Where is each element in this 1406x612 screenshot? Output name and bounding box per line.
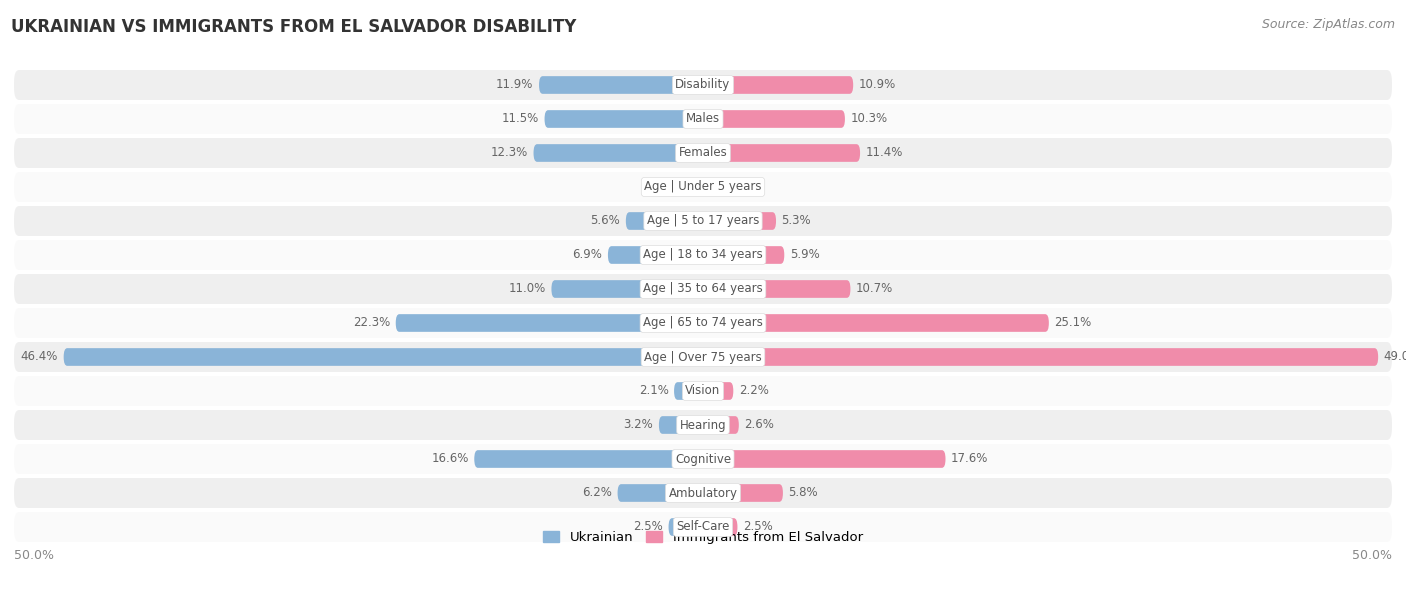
FancyBboxPatch shape [685, 178, 703, 196]
Text: 11.9%: 11.9% [496, 78, 533, 92]
Text: 6.2%: 6.2% [582, 487, 612, 499]
FancyBboxPatch shape [626, 212, 703, 230]
FancyBboxPatch shape [533, 144, 703, 162]
FancyBboxPatch shape [14, 274, 1392, 304]
FancyBboxPatch shape [63, 348, 703, 366]
FancyBboxPatch shape [703, 178, 718, 196]
FancyBboxPatch shape [14, 206, 1392, 236]
Text: 6.9%: 6.9% [572, 248, 602, 261]
Text: Age | 18 to 34 years: Age | 18 to 34 years [643, 248, 763, 261]
Text: 2.6%: 2.6% [744, 419, 775, 431]
FancyBboxPatch shape [14, 308, 1392, 338]
Text: 25.1%: 25.1% [1054, 316, 1091, 329]
Text: Age | 35 to 64 years: Age | 35 to 64 years [643, 283, 763, 296]
FancyBboxPatch shape [703, 416, 738, 434]
FancyBboxPatch shape [14, 478, 1392, 508]
Text: 5.6%: 5.6% [591, 214, 620, 228]
FancyBboxPatch shape [669, 518, 703, 536]
Text: 10.3%: 10.3% [851, 113, 887, 125]
Text: 3.2%: 3.2% [624, 419, 654, 431]
Text: 12.3%: 12.3% [491, 146, 529, 160]
FancyBboxPatch shape [14, 172, 1392, 202]
FancyBboxPatch shape [474, 450, 703, 468]
FancyBboxPatch shape [703, 280, 851, 298]
FancyBboxPatch shape [14, 376, 1392, 406]
Text: Age | Under 5 years: Age | Under 5 years [644, 181, 762, 193]
Text: Hearing: Hearing [679, 419, 727, 431]
Text: 2.2%: 2.2% [738, 384, 769, 398]
Text: Self-Care: Self-Care [676, 520, 730, 534]
FancyBboxPatch shape [14, 70, 1392, 100]
FancyBboxPatch shape [544, 110, 703, 128]
Text: Age | 65 to 74 years: Age | 65 to 74 years [643, 316, 763, 329]
Text: 1.3%: 1.3% [650, 181, 679, 193]
FancyBboxPatch shape [617, 484, 703, 502]
Text: 50.0%: 50.0% [1353, 549, 1392, 562]
FancyBboxPatch shape [703, 484, 783, 502]
FancyBboxPatch shape [703, 450, 945, 468]
Text: 11.0%: 11.0% [509, 283, 546, 296]
Text: Age | 5 to 17 years: Age | 5 to 17 years [647, 214, 759, 228]
Text: 1.1%: 1.1% [724, 181, 754, 193]
Text: Age | Over 75 years: Age | Over 75 years [644, 351, 762, 364]
Text: Cognitive: Cognitive [675, 452, 731, 466]
FancyBboxPatch shape [703, 144, 860, 162]
FancyBboxPatch shape [14, 240, 1392, 270]
FancyBboxPatch shape [14, 444, 1392, 474]
Text: UKRAINIAN VS IMMIGRANTS FROM EL SALVADOR DISABILITY: UKRAINIAN VS IMMIGRANTS FROM EL SALVADOR… [11, 18, 576, 36]
FancyBboxPatch shape [659, 416, 703, 434]
FancyBboxPatch shape [538, 76, 703, 94]
FancyBboxPatch shape [703, 110, 845, 128]
FancyBboxPatch shape [673, 382, 703, 400]
Text: Disability: Disability [675, 78, 731, 92]
Text: Source: ZipAtlas.com: Source: ZipAtlas.com [1261, 18, 1395, 31]
FancyBboxPatch shape [14, 104, 1392, 134]
Text: 10.9%: 10.9% [859, 78, 896, 92]
FancyBboxPatch shape [703, 518, 738, 536]
Text: 2.5%: 2.5% [742, 520, 773, 534]
Text: 49.0%: 49.0% [1384, 351, 1406, 364]
Text: 17.6%: 17.6% [950, 452, 988, 466]
FancyBboxPatch shape [551, 280, 703, 298]
FancyBboxPatch shape [14, 342, 1392, 372]
FancyBboxPatch shape [703, 314, 1049, 332]
FancyBboxPatch shape [703, 212, 776, 230]
FancyBboxPatch shape [703, 76, 853, 94]
FancyBboxPatch shape [395, 314, 703, 332]
FancyBboxPatch shape [607, 246, 703, 264]
FancyBboxPatch shape [703, 348, 1378, 366]
FancyBboxPatch shape [703, 382, 734, 400]
Text: 2.1%: 2.1% [638, 384, 669, 398]
FancyBboxPatch shape [703, 246, 785, 264]
Text: 2.5%: 2.5% [633, 520, 664, 534]
Text: 22.3%: 22.3% [353, 316, 391, 329]
Text: Ambulatory: Ambulatory [668, 487, 738, 499]
Text: 50.0%: 50.0% [14, 549, 53, 562]
Text: 46.4%: 46.4% [21, 351, 58, 364]
Text: 11.5%: 11.5% [502, 113, 538, 125]
Text: 5.3%: 5.3% [782, 214, 811, 228]
Text: Males: Males [686, 113, 720, 125]
Text: Females: Females [679, 146, 727, 160]
Text: 16.6%: 16.6% [432, 452, 468, 466]
Text: Vision: Vision [685, 384, 721, 398]
Text: 5.9%: 5.9% [790, 248, 820, 261]
Text: 10.7%: 10.7% [856, 283, 893, 296]
FancyBboxPatch shape [14, 512, 1392, 542]
Legend: Ukrainian, Immigrants from El Salvador: Ukrainian, Immigrants from El Salvador [538, 526, 868, 549]
FancyBboxPatch shape [14, 138, 1392, 168]
FancyBboxPatch shape [14, 410, 1392, 440]
Text: 11.4%: 11.4% [866, 146, 903, 160]
Text: 5.8%: 5.8% [789, 487, 818, 499]
